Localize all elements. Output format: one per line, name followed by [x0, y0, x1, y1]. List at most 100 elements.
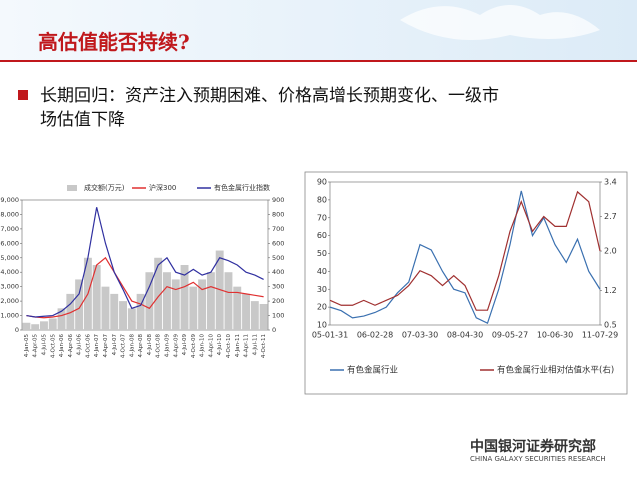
legend-label: 有色金属行业相对估值水平(右) — [497, 365, 614, 376]
x-tick-label: 4-Jan-07 — [94, 334, 100, 358]
y-tick-label: 50 — [317, 249, 327, 258]
bar — [92, 265, 101, 330]
y-tick-label: 8,000 — [0, 210, 19, 218]
x-tick-label: 4-Jul-11 — [252, 334, 258, 355]
x-tick-label: 4-Jan-05 — [24, 334, 30, 358]
x-tick-label: 05-01-31 — [312, 331, 348, 340]
y2-tick-label: 400 — [272, 268, 284, 276]
y-tick-label: 0 — [15, 326, 19, 334]
divider — [0, 60, 637, 62]
bar — [198, 279, 207, 330]
y2-tick-label: 900 — [272, 196, 284, 204]
y-tick-label: 9,000 — [0, 196, 19, 204]
bar — [57, 308, 66, 330]
legend-label: 成交额(万元) — [84, 183, 125, 192]
bar — [101, 286, 110, 330]
x-tick-label: 4-Jan-11 — [235, 334, 241, 357]
bar — [180, 265, 189, 330]
y-tick-label: 3,000 — [0, 283, 19, 291]
y2-tick-label: 0 — [272, 326, 276, 334]
y2-tick-label: 3.4 — [604, 178, 617, 187]
x-tick-label: 09-05-27 — [492, 331, 528, 340]
bullet-line: 场估值下降 — [40, 110, 125, 130]
bar — [119, 301, 127, 330]
footer-name: 中国银河证券研究部 — [470, 439, 596, 455]
x-tick-label: 4-Oct-11 — [261, 334, 267, 358]
bar — [206, 272, 215, 330]
bar — [224, 272, 233, 330]
x-tick-label: 4-Oct-08 — [156, 334, 162, 359]
x-tick-label: 4-Apr-11 — [244, 334, 250, 358]
x-tick-label: 4-Apr-06 — [68, 334, 74, 358]
bar — [127, 308, 136, 330]
y-tick-label: 5,000 — [0, 254, 19, 262]
y-tick-label: 70 — [317, 213, 327, 222]
y2-tick-label: 0.5 — [604, 321, 617, 330]
y-tick-label: 2,000 — [0, 297, 19, 305]
x-tick-label: 11-07-29 — [582, 331, 618, 340]
clouds — [400, 5, 600, 40]
x-tick-label: 4-Apr-08 — [138, 334, 144, 358]
bar — [31, 324, 40, 330]
plot-frame — [21, 199, 269, 331]
x-tick-label: 4-Apr-10 — [208, 334, 214, 358]
y2-tick-label: 600 — [272, 239, 284, 247]
series-line — [329, 190, 601, 325]
bar — [110, 293, 119, 330]
x-tick-label: 4-Jan-06 — [59, 334, 65, 358]
y2-tick-label: 200 — [272, 297, 284, 305]
y2-tick-label: 100 — [272, 312, 284, 320]
y2-tick-label: 1.2 — [604, 286, 617, 295]
y-tick-label: 1,000 — [0, 312, 19, 320]
x-tick-label: 4-Oct-09 — [191, 334, 197, 359]
bar — [163, 272, 171, 330]
y-tick-label: 6,000 — [0, 239, 19, 247]
bar — [40, 321, 48, 330]
y-tick-label: 10 — [317, 321, 327, 330]
x-tick-label: 4-Jan-08 — [129, 334, 135, 358]
footer-name-en: CHINA GALAXY SECURITIES RESEARCH — [470, 455, 606, 463]
legend-label: 有色金属行业指数 — [214, 183, 270, 192]
y-tick-label: 80 — [317, 195, 327, 204]
y-tick-label: 40 — [317, 267, 327, 276]
series-line — [329, 190, 601, 311]
x-tick-label: 4-Apr-05 — [33, 334, 39, 358]
x-tick-label: 4-Oct-07 — [121, 334, 127, 359]
y-tick-label: 7,000 — [0, 225, 19, 233]
x-tick-label: 4-Jul-06 — [77, 334, 83, 356]
slide-title: 高估值能否持续? — [38, 30, 190, 54]
y2-tick-label: 700 — [272, 225, 284, 233]
y2-tick-label: 2.0 — [604, 247, 617, 256]
bar — [171, 279, 180, 330]
y-tick-label: 30 — [317, 285, 327, 294]
x-tick-label: 10-06-30 — [537, 331, 573, 340]
x-tick-label: 4-Oct-05 — [50, 334, 56, 359]
chart-frame — [304, 171, 628, 395]
bar — [48, 318, 57, 330]
bar — [242, 293, 250, 330]
x-tick-label: 4-Jan-09 — [164, 334, 170, 358]
x-tick-label: 08-04-30 — [447, 331, 483, 340]
x-tick-label: 4-Apr-09 — [173, 334, 179, 358]
y2-tick-label: 800 — [272, 210, 284, 218]
x-tick-label: 4-Oct-10 — [226, 334, 232, 359]
y-tick-label: 90 — [317, 178, 327, 187]
x-tick-label: 07-03-30 — [402, 331, 438, 340]
bar — [233, 286, 242, 330]
y2-tick-label: 2.7 — [604, 212, 617, 221]
x-tick-label: 4-Jul-07 — [112, 334, 118, 356]
x-tick-label: 4-Jul-09 — [182, 334, 188, 356]
x-tick-label: 4-Apr-07 — [103, 334, 109, 358]
header-band — [0, 0, 637, 60]
bar — [75, 279, 84, 330]
bar — [259, 304, 268, 330]
x-tick-label: 4-Oct-06 — [85, 334, 91, 359]
bullet-text: 长期回归：资产注入预期困难、价格高增长预期变化、一级市 场估值下降 — [40, 84, 499, 132]
bar — [215, 250, 224, 330]
legend-swatch — [67, 185, 77, 191]
bar — [154, 257, 163, 330]
y-tick-label: 20 — [317, 303, 327, 312]
x-tick-label: 4-Jul-10 — [217, 334, 223, 356]
